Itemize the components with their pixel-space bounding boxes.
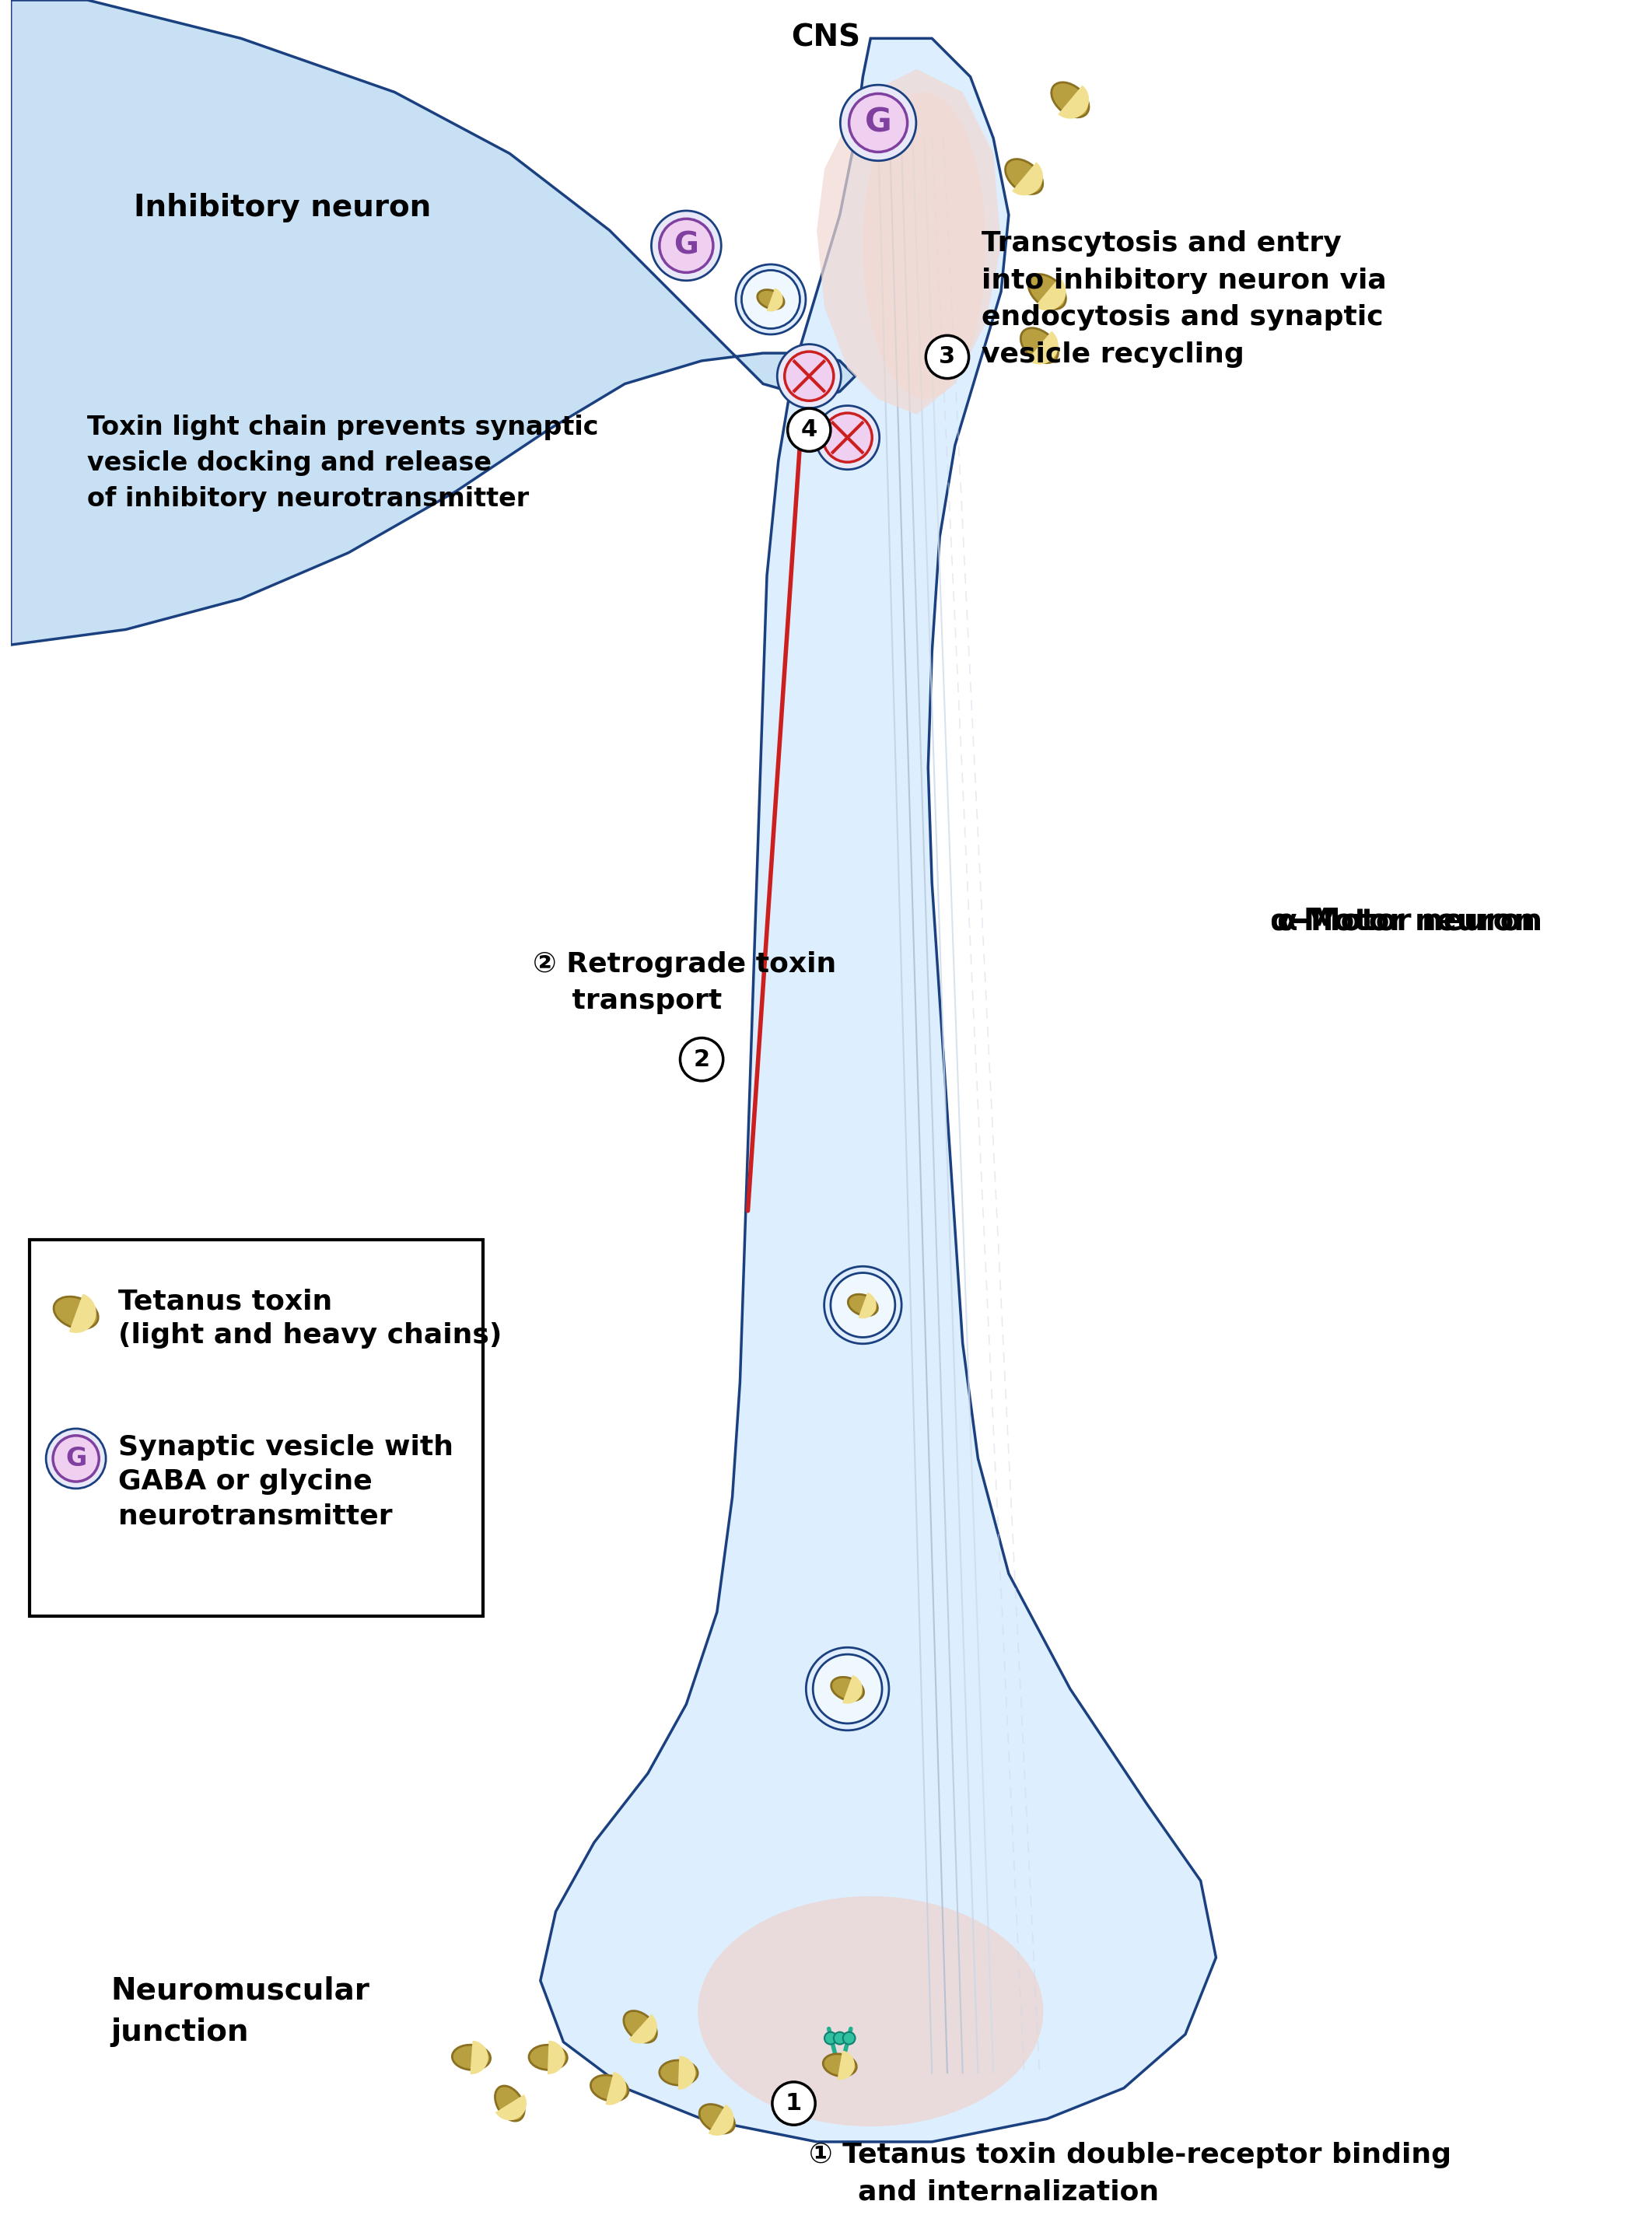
Text: ① Tetanus toxin double-receptor binding
     and internalization: ① Tetanus toxin double-receptor binding …	[809, 2142, 1452, 2206]
Wedge shape	[466, 2042, 489, 2073]
Ellipse shape	[847, 1294, 877, 1316]
Wedge shape	[542, 2042, 565, 2073]
Circle shape	[659, 219, 714, 272]
Ellipse shape	[530, 2044, 567, 2071]
Ellipse shape	[453, 2044, 491, 2071]
Text: ② Retrograde toxin
    transport: ② Retrograde toxin transport	[532, 950, 836, 1014]
Wedge shape	[671, 2058, 695, 2089]
Ellipse shape	[1006, 159, 1042, 195]
PathPatch shape	[10, 0, 856, 645]
Circle shape	[53, 1435, 99, 1482]
Circle shape	[824, 1267, 902, 1345]
Ellipse shape	[590, 2075, 629, 2100]
Wedge shape	[639, 2009, 657, 2044]
Ellipse shape	[1028, 275, 1066, 310]
Wedge shape	[859, 1291, 876, 1318]
Ellipse shape	[55, 1296, 97, 1329]
Text: (light and heavy chains): (light and heavy chains)	[119, 1322, 502, 1349]
Text: α-Motor neuron: α-Motor neuron	[1270, 906, 1535, 937]
Ellipse shape	[831, 1677, 864, 1701]
Wedge shape	[717, 2102, 733, 2135]
FancyBboxPatch shape	[30, 1240, 482, 1617]
Ellipse shape	[697, 2106, 737, 2131]
Circle shape	[806, 1648, 889, 1730]
Circle shape	[785, 352, 834, 401]
Wedge shape	[1013, 162, 1042, 195]
Wedge shape	[69, 1294, 96, 1333]
Wedge shape	[1034, 277, 1066, 310]
Text: G: G	[674, 230, 699, 261]
Text: G: G	[864, 106, 892, 140]
Text: CNS: CNS	[791, 22, 861, 53]
Ellipse shape	[1051, 82, 1089, 117]
Circle shape	[771, 2082, 814, 2124]
Circle shape	[823, 412, 872, 463]
PathPatch shape	[816, 69, 1001, 414]
Ellipse shape	[862, 93, 986, 399]
Circle shape	[849, 93, 907, 153]
Ellipse shape	[1021, 328, 1059, 363]
Circle shape	[816, 405, 879, 470]
Ellipse shape	[661, 2058, 697, 2087]
Wedge shape	[501, 2089, 527, 2120]
Text: α-Motor neuron: α-Motor neuron	[1277, 906, 1543, 937]
Text: Toxin light chain prevents synaptic
vesicle docking and release
of inhibitory ne: Toxin light chain prevents synaptic vesi…	[88, 414, 598, 512]
Ellipse shape	[823, 2053, 856, 2075]
Circle shape	[831, 1274, 895, 1338]
Circle shape	[834, 2031, 846, 2044]
PathPatch shape	[540, 38, 1216, 2142]
Text: Neuromuscular
junction: Neuromuscular junction	[111, 1976, 370, 2047]
Circle shape	[925, 334, 968, 379]
Wedge shape	[608, 2071, 626, 2104]
Text: 3: 3	[938, 346, 955, 368]
Text: 4: 4	[801, 419, 818, 441]
Text: Transcytosis and entry
into inhibitory neuron via
endocytosis and synaptic
vesic: Transcytosis and entry into inhibitory n…	[981, 230, 1388, 368]
Text: 1: 1	[785, 2093, 801, 2115]
Circle shape	[742, 270, 800, 328]
Circle shape	[776, 343, 841, 408]
Text: Tetanus toxin: Tetanus toxin	[119, 1287, 332, 1313]
Circle shape	[843, 2031, 856, 2044]
Ellipse shape	[621, 2013, 659, 2040]
Circle shape	[813, 1655, 882, 1723]
Ellipse shape	[697, 1896, 1044, 2126]
Wedge shape	[838, 2051, 854, 2080]
Text: 2: 2	[694, 1048, 710, 1070]
Text: neurotransmitter: neurotransmitter	[119, 1504, 393, 1528]
Text: GABA or glycine: GABA or glycine	[119, 1469, 372, 1495]
Circle shape	[681, 1039, 724, 1081]
Ellipse shape	[757, 290, 785, 310]
Circle shape	[841, 84, 917, 162]
Circle shape	[788, 408, 831, 452]
Circle shape	[735, 264, 806, 334]
Wedge shape	[843, 1675, 862, 1703]
Text: G: G	[66, 1446, 86, 1471]
Circle shape	[46, 1429, 106, 1488]
FancyArrowPatch shape	[844, 2029, 851, 2056]
Wedge shape	[767, 288, 783, 312]
Circle shape	[651, 210, 722, 281]
Wedge shape	[1028, 330, 1059, 365]
Text: Synaptic vesicle with: Synaptic vesicle with	[119, 1433, 453, 1460]
Ellipse shape	[492, 2089, 527, 2118]
FancyArrowPatch shape	[829, 2029, 836, 2056]
Text: Inhibitory neuron: Inhibitory neuron	[134, 193, 431, 222]
Wedge shape	[1057, 86, 1089, 120]
Circle shape	[824, 2031, 838, 2044]
